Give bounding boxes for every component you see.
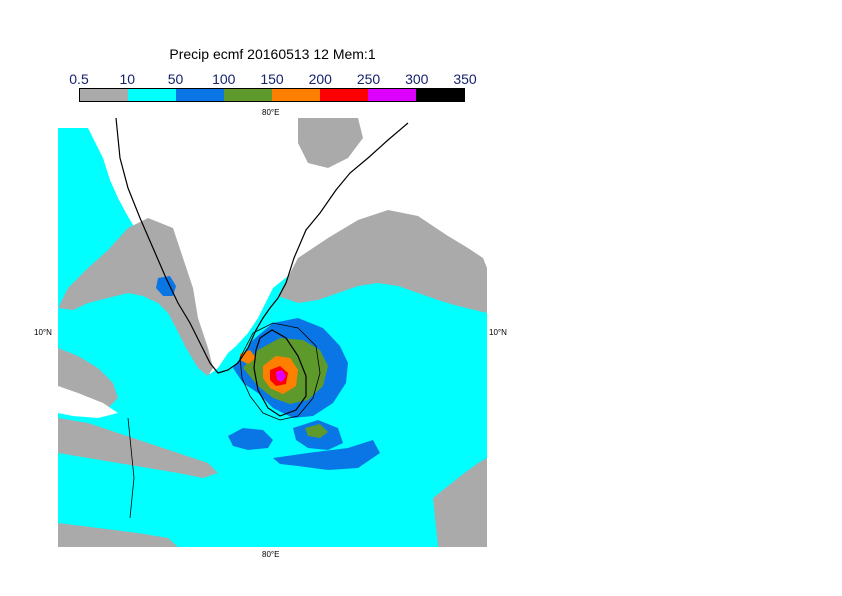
legend-label: 10 [119,71,136,87]
legend-swatch [368,89,416,101]
india-coastline [115,118,409,374]
legend-label: 50 [167,71,184,87]
rain-blue-south3 [273,440,380,470]
maldives-contour [127,417,135,519]
precip-map [58,118,487,547]
india-landmass [58,118,487,374]
legend-label: 100 [212,71,236,87]
lon-label-top: 80°E [262,108,280,117]
srilanka-outline-outer [239,322,321,421]
legend-label: 350 [453,71,477,87]
legend-swatch [128,89,176,101]
legend-swatch [80,89,128,101]
color-legend [79,88,465,102]
rain-grey-north [298,118,363,168]
rain-blue-kerala [156,276,176,296]
rain-grey-bay [278,210,487,313]
legend-label: 250 [356,71,381,87]
legend-swatch [320,89,368,101]
rain-grey-bottomleft [58,523,178,547]
legend-swatch [272,89,320,101]
legend-label: 200 [308,71,332,87]
rain-blue-south1 [228,428,273,450]
rain-grey-southwest [58,418,218,478]
legend-label: 150 [260,71,284,87]
legend-labels: 0.5 10 50 100 150 200 250 300 350 [69,71,476,87]
rain-magenta-core [276,370,286,382]
rain-green-south [305,424,328,438]
chart-title: Precip ecmf 20160513 12 Mem:1 [169,46,376,62]
legend-swatch [176,89,224,101]
legend-label: 300 [405,71,429,87]
rain-grey-southeast [433,458,487,547]
legend-swatch [224,89,272,101]
rain-grey-westcoast [58,218,213,376]
srilanka-coastline [253,329,307,417]
legend-label: 0.5 [69,71,89,87]
land-white-southwest [58,386,118,418]
lon-label-bottom: 80°E [262,550,280,559]
lat-label-left: 10°N [34,328,52,337]
legend-swatch [416,89,464,101]
lat-label-right: 10°N [489,328,507,337]
